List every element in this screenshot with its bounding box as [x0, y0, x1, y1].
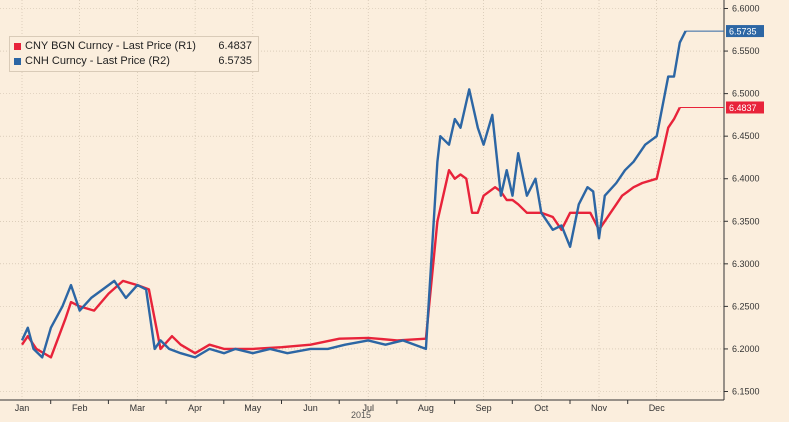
x-tick-label: Mar — [130, 403, 146, 413]
series-line-1 — [20, 30, 687, 359]
legend-label-cnh: CNH Curncy - Last Price (R2) — [25, 55, 170, 67]
x-tick-labels: Jan Feb Mar Apr May Jun Jul Aug Sep Oct Nov Dec — [15, 403, 665, 413]
y-tick-label: 6.4500 — [732, 131, 760, 141]
x-tick-label: Dec — [649, 403, 666, 413]
y-tick-labels: 6.1500 6.2000 6.2500 6.3000 6.3500 6.4000 6.45… — [732, 4, 760, 397]
x-tick-label: Jan — [15, 403, 30, 413]
y-tick-label: 6.5000 — [732, 89, 760, 99]
last-value-label-0: 6.4837 — [729, 103, 757, 113]
series-line-0 — [21, 106, 681, 359]
last-value-labels: 6.4837 6.5735 — [679, 25, 764, 114]
y-tick-label: 6.4000 — [732, 174, 760, 184]
x-year-label: 2015 — [351, 410, 371, 420]
series-lines — [20, 30, 687, 359]
x-tick-label: Aug — [418, 403, 434, 413]
legend-value-cny: 6.4837 — [218, 40, 252, 52]
x-tick-label: Jul — [362, 403, 374, 413]
legend-swatch-cnh — [14, 58, 21, 65]
legend: CNY BGN Curncy - Last Price (R1) 6.4837 … — [9, 36, 259, 72]
y-tick-label: 6.1500 — [732, 386, 760, 396]
legend-entry-cny: CNY BGN Curncy - Last Price (R1) 6.4837 — [14, 39, 252, 54]
last-value-label-1: 6.5735 — [729, 27, 757, 37]
y-tick-label: 6.3000 — [732, 259, 760, 269]
x-tick-label: Feb — [72, 403, 88, 413]
y-tick-label: 6.5500 — [732, 46, 760, 56]
last-value-box-1 — [726, 25, 764, 38]
legend-entry-cnh: CNH Curncy - Last Price (R2) 6.5735 — [14, 54, 252, 69]
last-value-box-0 — [726, 101, 764, 114]
y-tick-label: 6.2000 — [732, 344, 760, 354]
y-tick-label: 6.2500 — [732, 301, 760, 311]
legend-value-cnh: 6.5735 — [218, 55, 252, 67]
legend-label-cny: CNY BGN Curncy - Last Price (R1) — [25, 40, 196, 52]
x-tick-label: Nov — [591, 403, 608, 413]
x-tick-label: Oct — [534, 403, 549, 413]
x-tick-label: Jun — [303, 403, 318, 413]
x-tick-label: Sep — [476, 403, 492, 413]
x-tick-label: Apr — [188, 403, 202, 413]
legend-swatch-cny — [14, 43, 21, 50]
y-tick-label: 6.6000 — [732, 4, 760, 14]
y-tick-label: 6.3500 — [732, 216, 760, 226]
x-tick-label: May — [244, 403, 262, 413]
